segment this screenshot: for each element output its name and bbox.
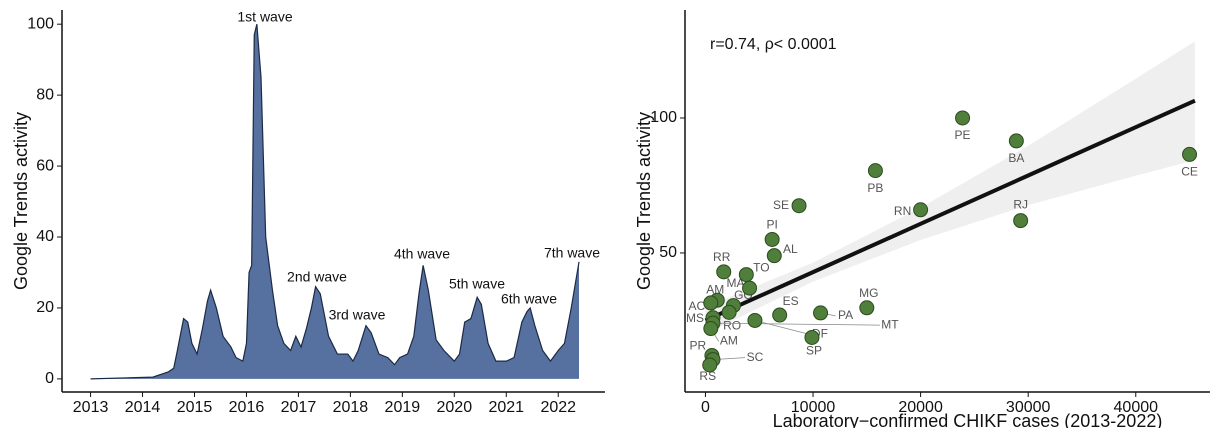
- y-axis-title: Google Trends activity: [634, 112, 654, 290]
- point: [1008, 133, 1024, 149]
- point: [703, 321, 719, 337]
- x-tick-label: 20000: [898, 399, 943, 416]
- area-line: [90, 24, 580, 380]
- point: [804, 329, 820, 345]
- x-tick-label: 2022: [540, 399, 576, 416]
- wave-label: 5th wave: [449, 276, 505, 292]
- point-label: TO: [753, 261, 769, 275]
- point-label: RR: [713, 250, 731, 264]
- y-tick-label: 100: [27, 15, 54, 32]
- point: [913, 202, 929, 218]
- y-tick-label: 100: [650, 109, 677, 126]
- point-label: MT: [881, 317, 899, 331]
- wave-label: 7th wave: [544, 245, 600, 261]
- x-tick-label: 2019: [385, 399, 421, 416]
- x-tick-label: 10000: [791, 399, 836, 416]
- wave-label: 6th wave: [501, 291, 557, 307]
- point-label: RJ: [1013, 198, 1028, 212]
- wave-label: 4th wave: [394, 246, 450, 262]
- wave-label: 3rd wave: [329, 307, 386, 323]
- point: [716, 264, 732, 280]
- point-label: CE: [1181, 165, 1198, 179]
- y-tick-label: 80: [36, 86, 54, 103]
- wave-label: 1st wave: [237, 9, 292, 25]
- point: [955, 110, 971, 126]
- x-tick-label: 2021: [488, 399, 524, 416]
- points: PEBACEPBRJRNSEPIALRRTOMAGOAMACMSRODFESPA…: [686, 110, 1198, 383]
- point-label: RN: [894, 204, 911, 218]
- leader-line: [712, 322, 880, 326]
- point: [813, 305, 829, 321]
- point-label: RO: [723, 319, 741, 333]
- point: [764, 231, 780, 247]
- y-tick-label: 0: [45, 370, 54, 387]
- wave-label: 2nd wave: [287, 269, 347, 285]
- x-tick-label: 2020: [437, 399, 473, 416]
- x-tick-label: 2013: [73, 399, 109, 416]
- point: [738, 267, 754, 283]
- point-label: PB: [867, 181, 883, 195]
- point: [742, 280, 758, 296]
- point-label: PE: [955, 128, 971, 142]
- point: [721, 304, 737, 320]
- x-tick-label: 2017: [281, 399, 317, 416]
- point-label: PI: [766, 218, 777, 232]
- point-label: AL: [783, 242, 798, 256]
- point: [867, 163, 883, 179]
- x-tick-label: 0: [701, 399, 710, 416]
- point-label: AM: [720, 334, 738, 348]
- point-label: AC: [688, 299, 705, 313]
- x-tick-label: 2018: [333, 399, 369, 416]
- point-label: AM: [706, 282, 724, 296]
- point-label: SC: [747, 350, 764, 364]
- x-tick-label: 30000: [1006, 399, 1051, 416]
- y-tick-label: 60: [36, 157, 54, 174]
- y-tick-label: 40: [36, 228, 54, 245]
- area-fill: [90, 24, 580, 379]
- point-label: SE: [773, 198, 789, 212]
- y-tick-label: 20: [36, 299, 54, 316]
- point: [766, 248, 782, 264]
- point-label: BA: [1008, 151, 1024, 165]
- x-tick-label: 2016: [229, 399, 265, 416]
- point-label: MA: [727, 276, 745, 290]
- x-tick-label: 40000: [1114, 399, 1159, 416]
- x-axis-title: Laboratory−confirmed CHIKF cases (2013-2…: [773, 411, 1163, 428]
- point-label: RS: [699, 369, 716, 383]
- confidence-band: [705, 41, 1195, 334]
- point: [791, 198, 807, 214]
- correlation-annotation: r=0.74, ρ< 0.0001: [710, 36, 837, 53]
- point: [703, 295, 719, 311]
- point: [859, 300, 875, 316]
- point-label: MG: [859, 286, 878, 300]
- regression-line: [704, 98, 1196, 323]
- point-label: MS: [686, 311, 704, 325]
- x-tick-label: 2015: [177, 399, 213, 416]
- x-tick-label: 2014: [125, 399, 161, 416]
- point: [1013, 213, 1029, 229]
- point-label: SP: [806, 344, 822, 358]
- leader-line: [754, 320, 811, 335]
- point-label: PA: [838, 308, 853, 322]
- point: [1182, 146, 1198, 162]
- y-axis-title: Google Trends activity: [11, 112, 31, 290]
- point: [702, 357, 718, 373]
- y-tick-label: 50: [659, 244, 677, 261]
- point-label: ES: [783, 294, 799, 308]
- point: [747, 312, 763, 328]
- point-label: PR: [690, 339, 707, 353]
- point: [772, 307, 788, 323]
